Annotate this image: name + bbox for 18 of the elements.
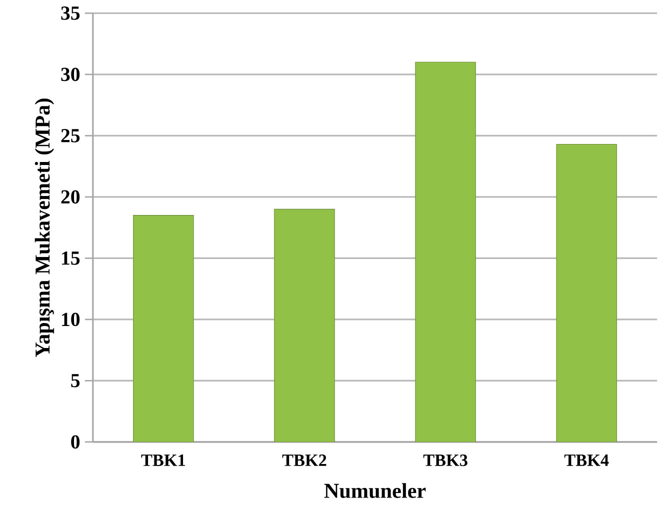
bar <box>556 144 617 442</box>
y-tick-label: 0 <box>71 435 80 449</box>
y-tick-label: 30 <box>61 68 80 82</box>
bar <box>415 62 476 442</box>
y-axis-title: Yapışma Mukavemeti (MPa) <box>34 98 54 357</box>
y-tick-label: 15 <box>62 252 80 265</box>
y-tick-label: 25 <box>61 129 80 142</box>
x-axis-title: Numuneler <box>324 483 426 498</box>
y-tick-label: 5 <box>71 374 80 388</box>
x-tick-label: TBK4 <box>564 454 609 466</box>
x-tick-label: TBK1 <box>141 454 185 466</box>
bar <box>274 208 335 442</box>
y-tick-label: 35 <box>61 6 80 20</box>
x-tick-label: TBK2 <box>282 454 326 466</box>
bar <box>133 215 194 442</box>
x-tick-label: TBK3 <box>423 454 468 466</box>
y-tick-label: 20 <box>61 190 80 204</box>
y-tick-label: 10 <box>62 312 80 326</box>
